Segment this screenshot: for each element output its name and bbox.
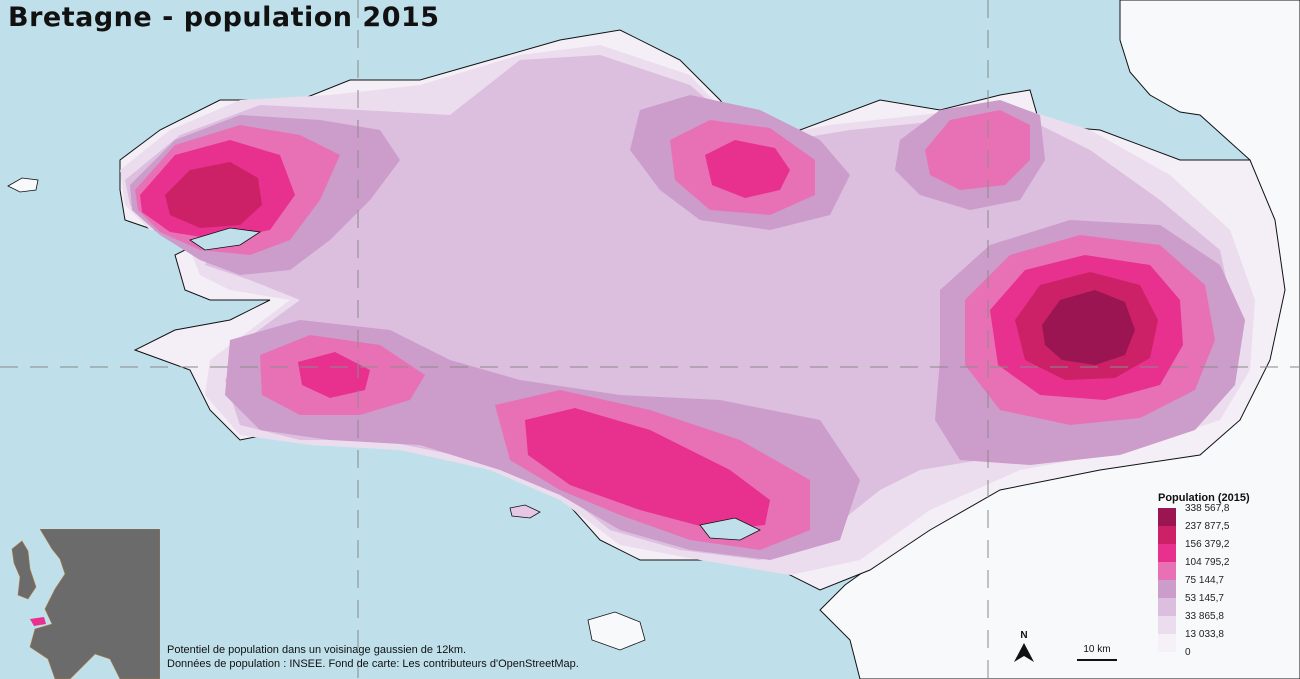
legend-label: 0 — [1185, 646, 1191, 658]
density-band-104795-south — [525, 408, 770, 530]
morbihan-gulf — [699, 517, 761, 541]
legend-label: 75 144,7 — [1185, 574, 1224, 586]
legend-swatch — [1158, 508, 1176, 526]
legend-label: 338 567,8 — [1185, 502, 1230, 514]
legend-label: 33 865,8 — [1185, 610, 1224, 622]
map-title: Bretagne - population 2015 — [8, 2, 440, 33]
legend-label: 13 033,8 — [1185, 628, 1224, 640]
legend-class: 0 — [1158, 647, 1294, 670]
brest-roadstead — [189, 227, 262, 251]
ouessant-island — [7, 177, 39, 193]
legend-label: 156 379,2 — [1185, 538, 1230, 550]
map-furniture — [1014, 643, 1117, 662]
inset-britain — [11, 540, 37, 600]
legend-title: Population (2015) — [1158, 492, 1250, 504]
locator-inset — [0, 529, 160, 679]
legend-class: 237 877,5 — [1158, 521, 1294, 544]
legend-class: 33 865,8 — [1158, 611, 1294, 634]
legend-label: 237 877,5 — [1185, 520, 1230, 532]
north-arrow: N — [1012, 630, 1036, 664]
legend-swatch — [1158, 616, 1176, 634]
density-band-156379-west — [165, 162, 262, 228]
legend-classes: 338 567,8 237 877,5 156 379,2 104 795,2 … — [1158, 503, 1294, 670]
density-contours — [120, 45, 1255, 575]
inset-europe-land — [29, 529, 160, 679]
legend-swatch — [1158, 580, 1176, 598]
legend-label: 53 145,7 — [1185, 592, 1224, 604]
legend-swatch — [1158, 634, 1176, 652]
belle-ile-island — [587, 611, 646, 651]
density-band-237877-east — [1042, 290, 1135, 365]
scale-bar-label: 10 km — [1083, 644, 1111, 655]
north-arrow-icon — [1014, 643, 1034, 662]
legend-class: 156 379,2 — [1158, 539, 1294, 562]
legend-class: 104 795,2 — [1158, 557, 1294, 580]
density-band-75144-ne — [925, 110, 1030, 190]
legend-swatch — [1158, 652, 1176, 670]
inset-bretagne-highlight — [30, 617, 46, 626]
source-note: Potentiel de population dans un voisinag… — [167, 643, 579, 671]
legend-swatch — [1158, 598, 1176, 616]
legend-class: 338 567,8 — [1158, 503, 1294, 526]
legend-class: 13 033,8 — [1158, 629, 1294, 652]
source-line-1: Potentiel de population dans un voisinag… — [167, 644, 467, 656]
source-line-2: Données de population : INSEE. Fond de c… — [167, 658, 579, 670]
legend-swatch — [1158, 562, 1176, 580]
density-band-104795-southwest — [298, 352, 370, 398]
scale-bar: 10 km — [1076, 644, 1118, 662]
density-band-104795-north — [705, 140, 790, 198]
north-arrow-label: N — [1020, 630, 1028, 641]
groix-island — [509, 504, 541, 519]
legend: Population (2015) 338 567,8 237 877,5 15… — [1158, 492, 1294, 670]
legend-label: 104 795,2 — [1185, 556, 1230, 568]
legend-swatch — [1158, 544, 1176, 562]
legend-swatch — [1158, 526, 1176, 544]
legend-class: 53 145,7 — [1158, 593, 1294, 616]
legend-class: 75 144,7 — [1158, 575, 1294, 598]
islands — [7, 177, 761, 651]
